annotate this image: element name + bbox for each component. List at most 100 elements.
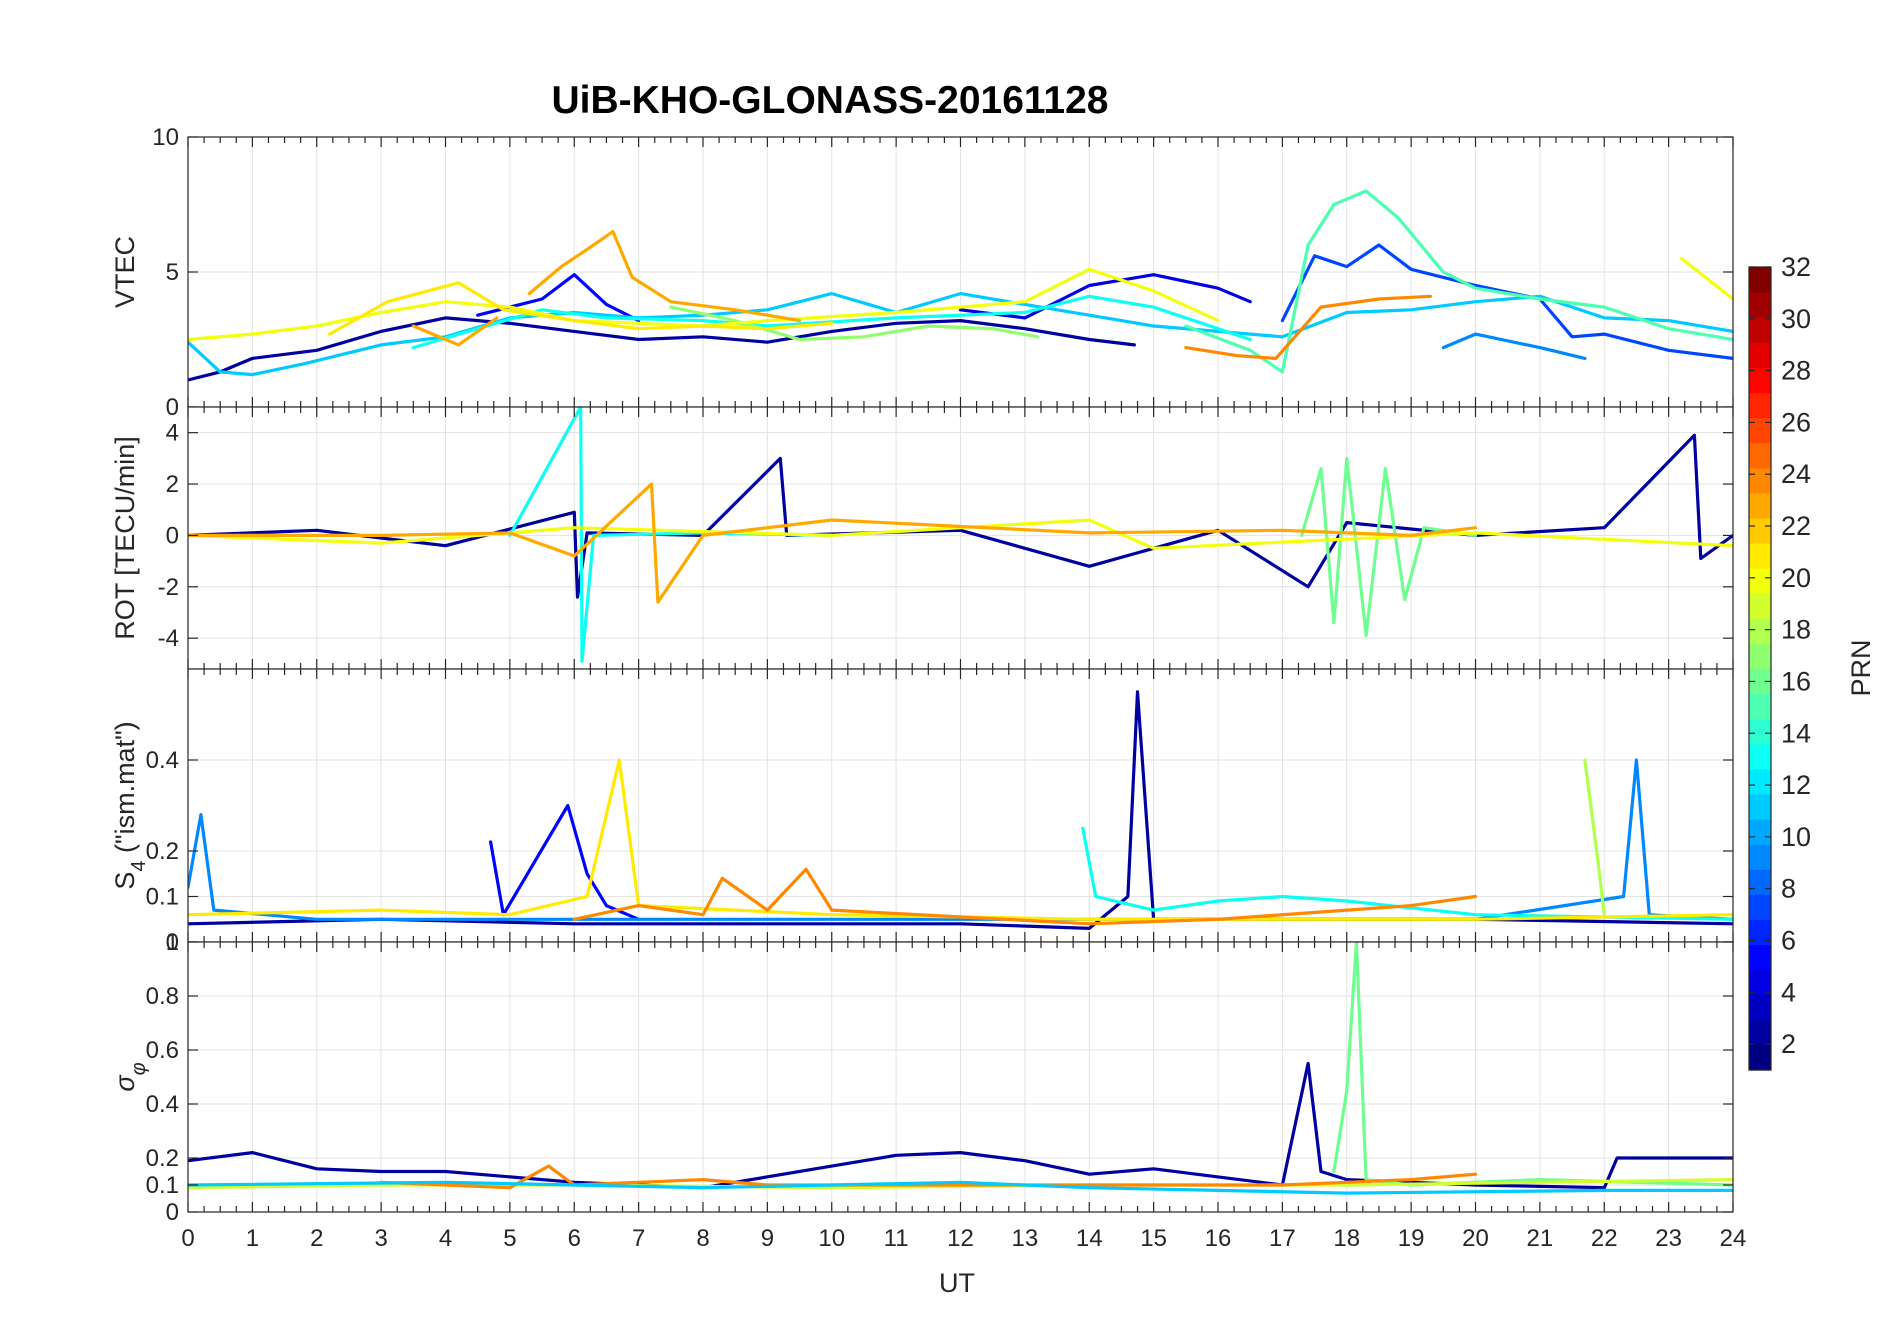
x-axis-label: UT bbox=[939, 1268, 975, 1298]
colorbar-tick-label: 2 bbox=[1781, 1029, 1796, 1059]
colorbar-segment bbox=[1749, 844, 1771, 870]
colorbar-tick-label: 30 bbox=[1781, 304, 1811, 334]
colorbar-tick-label: 18 bbox=[1781, 615, 1811, 645]
rot-ytick-label: -2 bbox=[158, 574, 179, 601]
colorbar-segment bbox=[1749, 1044, 1771, 1071]
x-tick-label: 8 bbox=[696, 1225, 709, 1252]
colorbar-tick-label: 12 bbox=[1781, 770, 1811, 800]
vtec-series-prn-21 bbox=[328, 281, 834, 336]
s4-series-prn-21 bbox=[188, 758, 1733, 921]
vtec-series-prn-7 bbox=[1280, 243, 1733, 360]
s4-series bbox=[188, 690, 1733, 930]
sigma-ytick-label: 0.1 bbox=[146, 1172, 179, 1199]
vtec-series-prn-23 bbox=[527, 229, 802, 323]
sigma-ytick-label: 0 bbox=[166, 1199, 179, 1226]
colorbar-segment bbox=[1749, 919, 1771, 946]
colorbar-tick-label: 14 bbox=[1781, 718, 1811, 748]
vtec-series-prn-2 bbox=[188, 316, 1136, 382]
sigma-y-axis-label: σφ bbox=[110, 1062, 150, 1091]
chart-title: UiB-KHO-GLONASS-20161128 bbox=[551, 79, 1108, 122]
colorbar-segment bbox=[1749, 417, 1771, 444]
vtec-ytick-label: 0 bbox=[166, 394, 179, 421]
colorbar-tick-label: 26 bbox=[1781, 407, 1811, 437]
colorbar-segment bbox=[1749, 819, 1771, 845]
x-tick-label: 13 bbox=[1012, 1225, 1039, 1252]
s4-ytick-label: 0.4 bbox=[146, 747, 179, 774]
colorbar-tick-label: 6 bbox=[1781, 925, 1796, 955]
colorbar-segment bbox=[1749, 442, 1771, 469]
vtec-series-prn-11 bbox=[188, 292, 1733, 377]
colorbar-segment bbox=[1749, 543, 1771, 569]
x-tick-label: 9 bbox=[761, 1225, 774, 1252]
sigma-ytick-label: 0.8 bbox=[146, 983, 179, 1010]
rot-series-prn-23 bbox=[188, 482, 1478, 604]
colorbar-segment bbox=[1749, 342, 1771, 368]
s4-series-prn-5 bbox=[489, 803, 641, 921]
vtec-ytick-label: 5 bbox=[166, 259, 179, 286]
vtec-series-prn-9 bbox=[1441, 332, 1587, 360]
x-tick-label: 10 bbox=[818, 1225, 845, 1252]
colorbar-tick-label: 22 bbox=[1781, 511, 1811, 541]
x-tick-label: 2 bbox=[310, 1225, 323, 1252]
colorbar-tick-label: 16 bbox=[1781, 666, 1811, 696]
panel-vtec: 0 5 10 VTEC bbox=[110, 124, 1734, 421]
vtec-ytick-label: 10 bbox=[152, 124, 179, 151]
colorbar-tick-label: 32 bbox=[1781, 252, 1811, 282]
vtec-series-prn-17 bbox=[669, 305, 1040, 342]
x-tick-label: 6 bbox=[568, 1225, 581, 1252]
colorbar-segment bbox=[1749, 392, 1771, 419]
colorbar-label: PRN bbox=[1846, 639, 1876, 696]
vtec-series bbox=[188, 189, 1733, 382]
colorbar-segment bbox=[1749, 743, 1771, 770]
colorbar-tick-label: 10 bbox=[1781, 822, 1811, 852]
colorbar-segment bbox=[1749, 693, 1771, 720]
vtec-series-prn-5 bbox=[476, 273, 641, 323]
x-tick-label: 19 bbox=[1398, 1225, 1425, 1252]
vtec-series-prn-24 bbox=[1184, 294, 1432, 360]
colorbar-segment bbox=[1749, 944, 1771, 971]
colorbar-segment bbox=[1749, 492, 1771, 519]
rot-ytick-label: 2 bbox=[166, 471, 179, 498]
rot-y-axis-label: ROT [TECU/min] bbox=[110, 436, 140, 640]
colorbar-segment bbox=[1749, 317, 1771, 343]
x-tick-label: 7 bbox=[632, 1225, 645, 1252]
sigma-ytick-label: 0.2 bbox=[146, 1145, 179, 1172]
panel-rot: -4 -2 0 2 4 ROT [TECU/min] bbox=[110, 406, 1734, 670]
s4-ytick-label: 0 bbox=[166, 929, 179, 956]
colorbar-segment bbox=[1749, 367, 1771, 394]
vtec-series-prn-15 bbox=[1184, 189, 1733, 374]
sigma-series-prn-16 bbox=[1332, 942, 1733, 1187]
rot-series-prn-16 bbox=[1300, 456, 1478, 638]
x-tick-label: 5 bbox=[503, 1225, 516, 1252]
vtec-series-prn-20 bbox=[188, 267, 1220, 342]
x-tick-label: 4 bbox=[439, 1225, 452, 1252]
colorbar-segment bbox=[1749, 517, 1771, 544]
vtec-series-prn-23 bbox=[411, 316, 499, 347]
colorbar-segment bbox=[1749, 793, 1771, 820]
x-tick-label: 14 bbox=[1076, 1225, 1103, 1252]
rot-ytick-label: 0 bbox=[166, 522, 179, 549]
s4-ytick-label: 0.2 bbox=[146, 838, 179, 865]
colorbar-tick-label: 24 bbox=[1781, 459, 1811, 489]
colorbar-tick-label: 20 bbox=[1781, 563, 1811, 593]
colorbar-segment bbox=[1749, 668, 1771, 695]
s4-ytick-label: 0.1 bbox=[146, 884, 179, 911]
colorbar-tick-label: 28 bbox=[1781, 356, 1811, 386]
colorbar-segment bbox=[1749, 593, 1771, 619]
sigma-ytick-label: 1 bbox=[166, 929, 179, 956]
sigma-ytick-label: 0.6 bbox=[146, 1037, 179, 1064]
colorbar-segment bbox=[1749, 994, 1771, 1021]
vtec-series-prn-20 bbox=[1679, 256, 1733, 301]
colorbar-segment bbox=[1749, 718, 1771, 745]
x-tick-label: 22 bbox=[1591, 1225, 1618, 1252]
x-tick-label: 24 bbox=[1720, 1225, 1747, 1252]
x-tick-label: 20 bbox=[1462, 1225, 1489, 1252]
x-tick-label: 21 bbox=[1527, 1225, 1554, 1252]
rot-series bbox=[188, 407, 1733, 663]
panel-s4: 0 0.1 0.2 0.4S4 ("ism.mat") bbox=[110, 668, 1734, 956]
x-tick-label: 16 bbox=[1205, 1225, 1232, 1252]
rot-series-prn-2 bbox=[188, 433, 1733, 599]
colorbar-segment bbox=[1749, 1019, 1771, 1046]
